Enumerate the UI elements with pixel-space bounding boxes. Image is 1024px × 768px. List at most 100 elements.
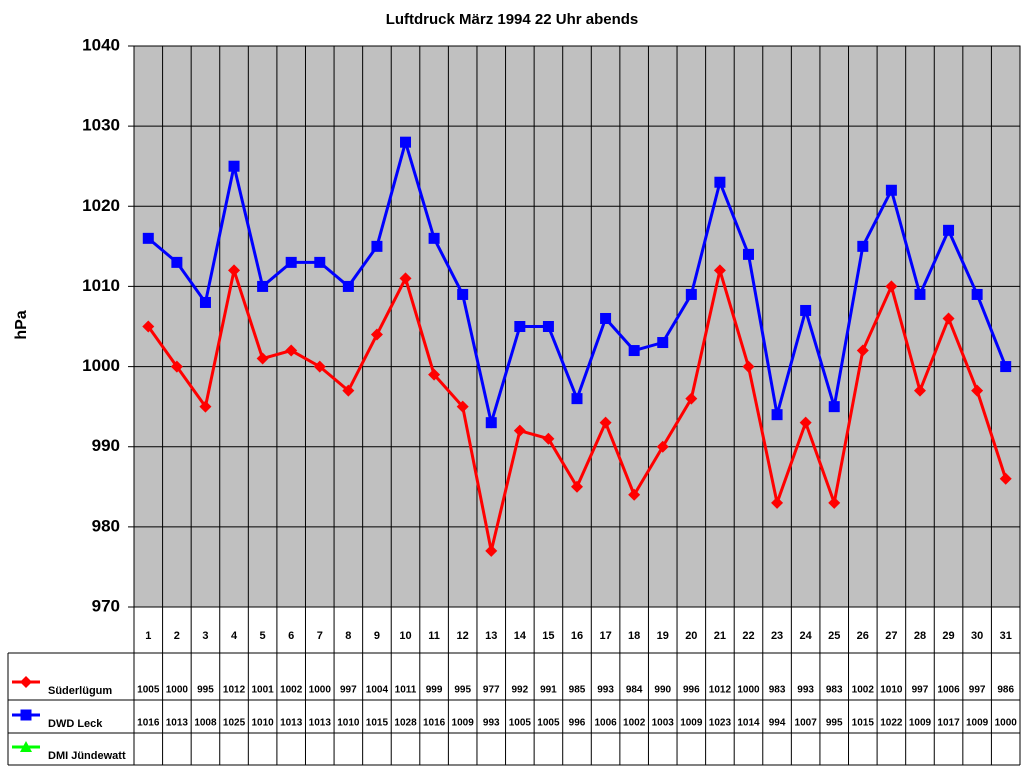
table-value: 1002 [280, 685, 303, 696]
table-value: 1010 [880, 685, 903, 696]
table-value: 993 [797, 685, 814, 696]
marker [342, 280, 354, 292]
marker [713, 264, 726, 277]
table-value: 996 [683, 685, 700, 696]
x-tick-label: 9 [374, 630, 380, 642]
marker [142, 320, 155, 333]
table-value: 986 [997, 685, 1014, 696]
x-tick-label: 28 [914, 630, 926, 642]
marker [257, 280, 269, 292]
table-value: 1016 [423, 718, 446, 729]
marker [571, 393, 583, 405]
table-value: 1010 [251, 718, 274, 729]
x-tick-label: 8 [345, 630, 351, 642]
table-value: 994 [769, 718, 786, 729]
marker [885, 184, 897, 196]
marker [742, 360, 755, 373]
table-value: 993 [597, 685, 614, 696]
x-tick-label: 22 [742, 630, 754, 642]
marker [20, 741, 32, 752]
marker [285, 344, 298, 357]
marker [342, 384, 355, 397]
marker [1000, 361, 1012, 373]
y-tick-label: 1020 [82, 196, 120, 215]
marker [914, 288, 926, 300]
marker [943, 224, 955, 236]
table-value: 1015 [852, 718, 875, 729]
x-tick-label: 24 [800, 630, 813, 642]
marker [571, 480, 583, 493]
x-tick-label: 11 [428, 630, 440, 642]
table-value: 1012 [223, 685, 246, 696]
x-tick-label: 15 [542, 630, 554, 642]
marker [313, 360, 326, 373]
table-value: 1022 [880, 718, 903, 729]
marker [370, 328, 383, 341]
x-tick-label: 27 [885, 630, 897, 642]
marker [628, 345, 640, 357]
marker [828, 496, 841, 509]
marker [20, 676, 32, 688]
marker [199, 400, 212, 413]
marker [20, 709, 32, 721]
x-tick-label: 7 [317, 630, 323, 642]
marker [513, 424, 526, 437]
marker [685, 392, 698, 405]
marker [314, 256, 326, 268]
marker [428, 232, 440, 244]
table-value: 1000 [995, 718, 1018, 729]
x-tick-label: 1 [145, 630, 151, 642]
marker [742, 248, 754, 260]
marker [856, 344, 869, 357]
marker [228, 160, 240, 172]
table-value: 1028 [394, 718, 417, 729]
marker [971, 384, 984, 397]
x-tick-label: 23 [771, 630, 783, 642]
marker [399, 272, 412, 285]
x-tick-label: 5 [260, 630, 266, 642]
y-tick-label: 1000 [82, 356, 120, 375]
table-value: 1013 [309, 718, 332, 729]
marker [542, 321, 554, 332]
table-value: 1009 [680, 718, 703, 729]
table-value: 1000 [166, 685, 189, 696]
table-value: 1016 [137, 718, 160, 729]
marker [828, 401, 840, 413]
x-tick-label: 19 [657, 630, 669, 642]
x-tick-label: 3 [202, 630, 208, 642]
marker [457, 288, 469, 300]
y-tick-label: 1040 [82, 35, 120, 54]
table-value: 1006 [937, 685, 960, 696]
table-value: 995 [454, 685, 471, 696]
table-value: 993 [483, 718, 500, 729]
marker [657, 337, 669, 349]
marker [456, 400, 469, 413]
table-value: 1007 [795, 718, 818, 729]
table-value: 1008 [194, 718, 217, 729]
marker [913, 384, 926, 397]
table-value: 997 [340, 685, 357, 696]
table-value: 1000 [309, 685, 332, 696]
table-value: 997 [912, 685, 929, 696]
table-value: 1015 [366, 718, 389, 729]
marker [799, 416, 812, 429]
table-value: 983 [826, 685, 843, 696]
x-tick-label: 21 [714, 630, 726, 642]
marker [142, 232, 154, 244]
marker [600, 312, 612, 324]
table-value: 996 [569, 718, 586, 729]
x-tick-label: 10 [399, 630, 411, 642]
table-value: 992 [511, 685, 528, 696]
x-tick-label: 31 [1000, 630, 1012, 642]
table-value: 1013 [280, 718, 303, 729]
table-value: 1001 [251, 685, 274, 696]
table-value: 995 [826, 718, 843, 729]
table-value: 1005 [537, 718, 560, 729]
marker [485, 544, 498, 557]
table-value: 1002 [623, 718, 646, 729]
y-tick-label: 1030 [82, 116, 120, 135]
marker [485, 417, 497, 429]
marker [771, 496, 784, 509]
table-value: 995 [197, 685, 214, 696]
